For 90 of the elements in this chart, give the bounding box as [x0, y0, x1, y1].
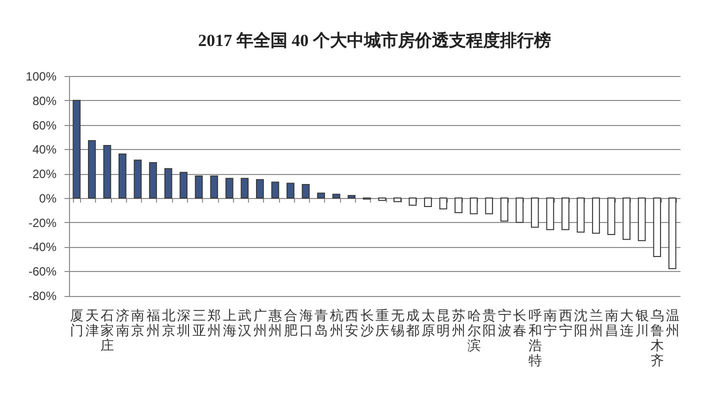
x-tick-label: 乌鲁木齐: [650, 308, 665, 368]
x-tick-label: 福州: [146, 308, 161, 338]
x-tick-label: 大连: [620, 308, 634, 338]
y-tick-label: 20%: [32, 167, 57, 182]
bar: [286, 182, 294, 198]
bar: [348, 195, 356, 198]
bar: [485, 197, 493, 214]
x-tick-label: 海口: [299, 308, 314, 338]
y-tick-label: 80%: [32, 94, 57, 108]
bar: [149, 162, 157, 198]
x-tick-label: 贵阳: [482, 308, 497, 338]
x-tick-label: 西宁: [558, 308, 573, 338]
x-tick-label: 呼和浩特: [528, 308, 542, 368]
x-tick-label: 无锡: [390, 308, 405, 338]
bar: [317, 192, 325, 198]
bar: [592, 197, 600, 234]
x-tick-label: 太原: [421, 308, 436, 338]
x-tick-label: 三亚: [192, 308, 206, 338]
x-tick-label: 郑州: [208, 308, 222, 338]
bar: [118, 154, 126, 198]
bar: [134, 160, 142, 198]
bar: [240, 178, 249, 198]
bar: [164, 168, 172, 198]
x-tick-label: 昆明: [436, 308, 451, 338]
x-tick-label: 沈阳: [574, 308, 588, 338]
x-tick-label: 长沙: [360, 308, 374, 338]
bar: [439, 197, 448, 210]
x-tick-label: 厦门: [70, 308, 84, 338]
bar: [180, 172, 188, 198]
bar: [622, 197, 630, 240]
x-tick-label: 济南: [116, 308, 130, 338]
x-tick-label: 苏州: [452, 308, 466, 338]
bar: [562, 197, 570, 230]
y-tick-label: 40%: [32, 142, 57, 157]
bar: [225, 178, 234, 198]
bar: [408, 197, 417, 206]
x-tick-label: 合肥: [284, 308, 298, 338]
bar: [302, 184, 310, 198]
x-tick-label: 青岛: [314, 308, 329, 338]
bar: [638, 197, 646, 242]
bar: [530, 197, 539, 228]
x-tick-label: 银川: [634, 308, 650, 338]
bar: [103, 145, 112, 198]
x-tick-label: 南昌: [604, 308, 619, 338]
bar: [668, 197, 676, 270]
bar: [271, 182, 280, 198]
x-tick-label: 宁波: [498, 308, 512, 338]
y-tick-label: -40%: [28, 240, 57, 254]
bar: [332, 194, 340, 198]
bar: [607, 197, 616, 236]
bar: [210, 175, 218, 198]
bar: [653, 197, 662, 257]
y-tick-label: -20%: [28, 216, 57, 230]
x-tick-label: 重庆: [376, 308, 390, 338]
x-tick-label: 上海: [222, 308, 237, 338]
x-tick-label: 武汉: [238, 308, 252, 338]
y-tick-label: 0%: [39, 191, 57, 206]
chart-title: 2017 年全国 40 个大中城市房价透支程度排行榜: [198, 31, 551, 50]
bar: [516, 197, 524, 223]
bar: [194, 175, 203, 198]
bar: [256, 179, 264, 198]
x-tick-label: 长春: [513, 308, 528, 338]
x-tick-label: 深圳: [176, 308, 192, 338]
x-tick-label: 北京: [162, 308, 176, 338]
bar: [72, 100, 81, 198]
x-tick-label: 南宁: [544, 308, 558, 338]
x-tick-label: 南京: [131, 308, 146, 338]
bar: [500, 197, 508, 222]
x-tick-label: 兰州: [589, 308, 604, 338]
bar: [454, 197, 462, 214]
x-tick-label: 西安: [345, 308, 360, 338]
bar: [88, 140, 96, 198]
x-tick-label: 哈尔滨: [467, 308, 482, 353]
x-tick-label: 温州: [666, 308, 680, 338]
x-tick-label: 杭州: [328, 308, 344, 338]
bar: [424, 197, 432, 207]
y-tick-label: -80%: [28, 289, 57, 303]
x-tick-label: 成都: [406, 308, 420, 338]
y-tick-label: 60%: [32, 118, 57, 132]
bar: [378, 197, 386, 201]
bar: [576, 197, 585, 233]
x-tick-label: 石家庄: [100, 308, 115, 353]
y-tick-label: 100%: [26, 70, 57, 84]
x-tick-label: 惠州: [268, 308, 283, 338]
bar: [546, 197, 554, 230]
y-tick-label: -60%: [28, 264, 57, 279]
x-tick-label: 天津: [85, 308, 100, 338]
bar: [393, 197, 402, 202]
x-tick-label: 广州: [253, 308, 268, 338]
bar: [470, 197, 478, 214]
